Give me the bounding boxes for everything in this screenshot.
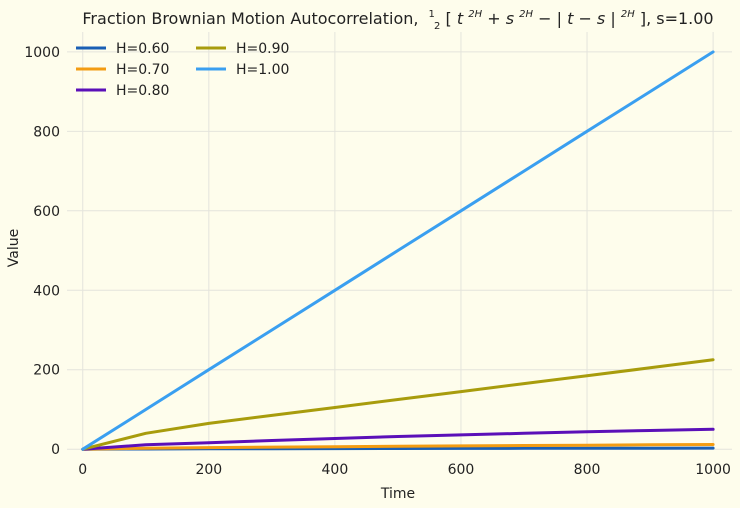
- legend-item: H=0.80: [76, 83, 169, 99]
- title-frac-num: 1: [429, 9, 435, 20]
- y-tick-label: 0: [51, 442, 60, 458]
- legend-label: H=0.60: [116, 41, 169, 57]
- title-main: Fraction Brownian Motion Autocorrelation…: [82, 9, 418, 28]
- title-t: t: [457, 9, 464, 28]
- title-t-exp: 2H: [468, 9, 482, 20]
- y-axis-title: Value: [6, 229, 22, 267]
- legend-item: H=0.90: [196, 41, 289, 57]
- title-bar: |: [610, 9, 615, 28]
- title-t-minus-s: t − s: [567, 9, 605, 28]
- y-tick-label: 400: [33, 283, 60, 299]
- legend: H=0.60 H=0.70 H=0.80 H=0.90 H=1.00: [76, 41, 289, 99]
- x-tick-label: 600: [448, 462, 475, 478]
- x-tick-label: 200: [195, 462, 222, 478]
- title-open: [: [445, 9, 451, 28]
- series-lines: [81, 50, 715, 451]
- series-line-h-1-00: [81, 50, 715, 451]
- series-line-h-0-80: [81, 427, 715, 451]
- y-tick-label: 600: [33, 204, 60, 220]
- y-tick-label: 800: [33, 124, 60, 140]
- x-axis-ticks: 0 200 400 600 800 1000: [78, 462, 731, 478]
- x-tick-label: 800: [574, 462, 601, 478]
- legend-item: H=1.00: [196, 62, 289, 78]
- title-frac-den: 2: [434, 21, 440, 32]
- title-s: s: [506, 9, 514, 28]
- y-axis-ticks: 0 200 400 600 800 1000: [24, 45, 60, 458]
- title-close: ], s=1.00: [640, 9, 714, 28]
- legend-item: H=0.70: [76, 62, 169, 78]
- title-minus-bar: − |: [538, 9, 567, 28]
- title-abs-exp: 2H: [621, 9, 635, 20]
- x-tick-label: 1000: [695, 462, 731, 478]
- y-tick-label: 1000: [24, 45, 60, 61]
- legend-item: H=0.60: [76, 41, 169, 57]
- title-plus: +: [487, 9, 506, 28]
- legend-label: H=0.90: [236, 41, 289, 57]
- series-line-h-0-70: [81, 443, 715, 451]
- series-line-h-0-90: [81, 358, 715, 451]
- grid-lines: [67, 32, 732, 450]
- y-tick-label: 200: [33, 363, 60, 379]
- title-s-exp: 2H: [519, 9, 533, 20]
- x-tick-label: 0: [78, 462, 87, 478]
- x-tick-label: 400: [322, 462, 349, 478]
- legend-label: H=0.70: [116, 62, 169, 78]
- legend-label: H=1.00: [236, 62, 289, 78]
- chart-title: Fraction Brownian Motion Autocorrelation…: [82, 2, 713, 33]
- legend-label: H=0.80: [116, 83, 169, 99]
- x-axis-title: Time: [380, 486, 415, 502]
